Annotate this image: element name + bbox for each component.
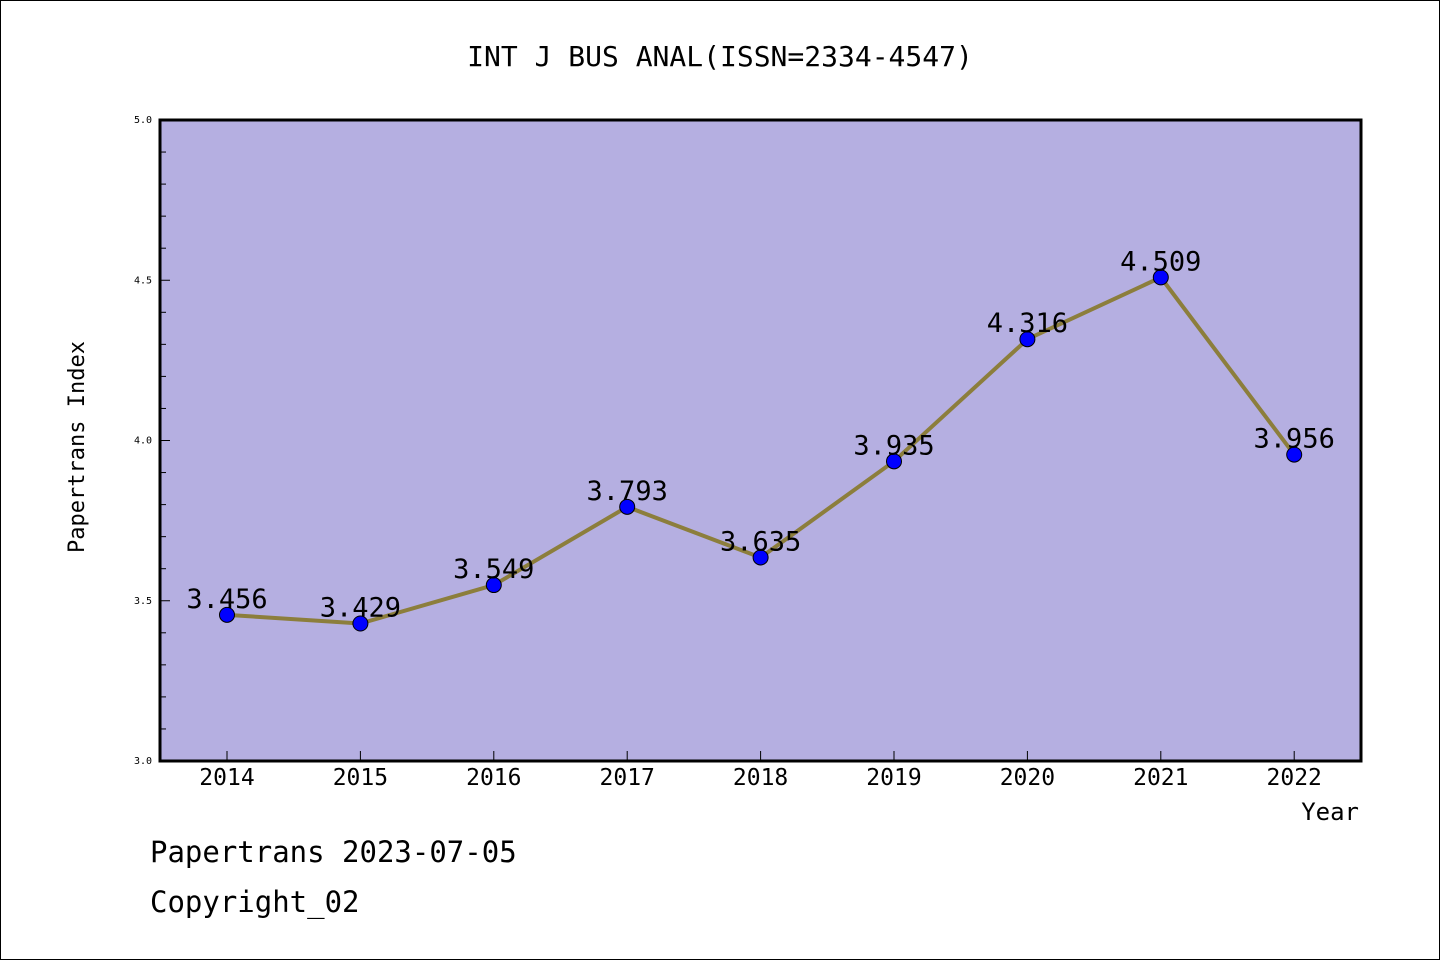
data-label-2018: 3.635 — [720, 526, 801, 557]
x-axis-label: Year — [1301, 798, 1359, 826]
x-tick-label: 2016 — [466, 765, 521, 791]
data-point-2021 — [1152, 269, 1169, 286]
x-tick-label: 2020 — [1000, 765, 1055, 791]
y-tick-label: 4.0 — [134, 436, 152, 447]
x-tick-label: 2017 — [600, 765, 655, 791]
data-label-2017: 3.793 — [587, 476, 668, 507]
x-tick-label: 2021 — [1133, 765, 1188, 791]
data-point-2019 — [886, 453, 902, 470]
data-label-2022: 3.956 — [1254, 424, 1335, 455]
data-point-2022 — [1286, 446, 1303, 463]
x-tick-label: 2022 — [1267, 765, 1322, 791]
x-tick-label: 2019 — [866, 765, 921, 791]
data-point-2020 — [1019, 331, 1036, 348]
data-label-2020: 4.316 — [987, 308, 1068, 339]
x-tick-label: 2015 — [333, 765, 388, 791]
data-label-2019: 3.935 — [853, 430, 934, 461]
data-label-2015: 3.429 — [320, 593, 401, 624]
y-tick-label: 4.5 — [134, 275, 152, 286]
data-points — [219, 269, 1303, 632]
y-tick-label: 3.5 — [134, 596, 152, 607]
data-label-2014: 3.456 — [186, 584, 267, 615]
x-axis: 2014 2015 2016 2017 2018 2019 2020 2021 2022 — [199, 751, 1322, 791]
y-axis: 3.0 3.5 4.0 4.5 5.0 — [134, 115, 170, 767]
plot-area — [158, 118, 1363, 763]
data-point-2018 — [752, 549, 769, 566]
footer-date: Papertrans 2023-07-05 — [150, 835, 517, 869]
data-point-2014 — [219, 606, 235, 623]
y-axis-label: Papertrans Index — [65, 341, 90, 553]
data-point-2015 — [352, 615, 369, 632]
data-label-2016: 3.549 — [453, 554, 534, 585]
data-point-2016 — [485, 577, 502, 594]
y-tick-label: 3.0 — [134, 756, 152, 767]
data-point-2017 — [619, 498, 636, 515]
x-tick-label: 2018 — [733, 765, 788, 791]
chart-title: INT J BUS ANAL(ISSN=2334-4547) — [467, 40, 973, 73]
x-tick-label: 2014 — [199, 765, 254, 791]
data-label-2021: 4.509 — [1120, 246, 1201, 277]
y-tick-label: 5.0 — [134, 115, 152, 126]
footer-copyright: Copyright_02 — [150, 885, 360, 919]
data-labels: 3.456 3.429 3.549 3.793 3.635 3.935 4.316 4.509… — [186, 246, 1334, 623]
